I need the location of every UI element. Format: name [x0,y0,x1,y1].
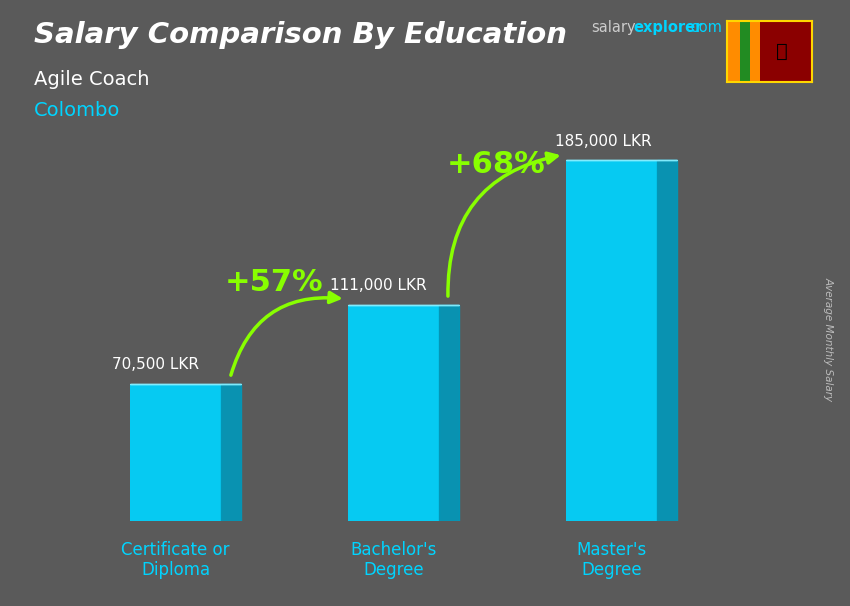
Bar [740,21,750,82]
Text: Agile Coach: Agile Coach [34,70,150,88]
Polygon shape [439,305,459,521]
FancyArrowPatch shape [231,293,339,375]
Bar [750,21,760,82]
Text: +68%: +68% [446,150,546,179]
Text: Salary Comparison By Education: Salary Comparison By Education [34,21,567,49]
Text: 111,000 LKR: 111,000 LKR [331,278,427,293]
Text: Average Monthly Salary: Average Monthly Salary [824,278,834,401]
Polygon shape [221,384,241,521]
Text: salary: salary [591,20,635,35]
Text: .com: .com [687,20,722,35]
FancyArrowPatch shape [448,153,557,296]
Bar [348,305,439,521]
Text: 185,000 LKR: 185,000 LKR [555,134,651,148]
Text: explorer: explorer [633,20,703,35]
Text: 🦁: 🦁 [776,42,788,61]
Bar [727,21,740,82]
Bar [565,161,657,521]
Polygon shape [657,161,677,521]
Text: 70,500 LKR: 70,500 LKR [112,357,200,372]
Text: Colombo: Colombo [34,101,121,120]
Bar [130,384,221,521]
Text: +57%: +57% [224,268,323,297]
